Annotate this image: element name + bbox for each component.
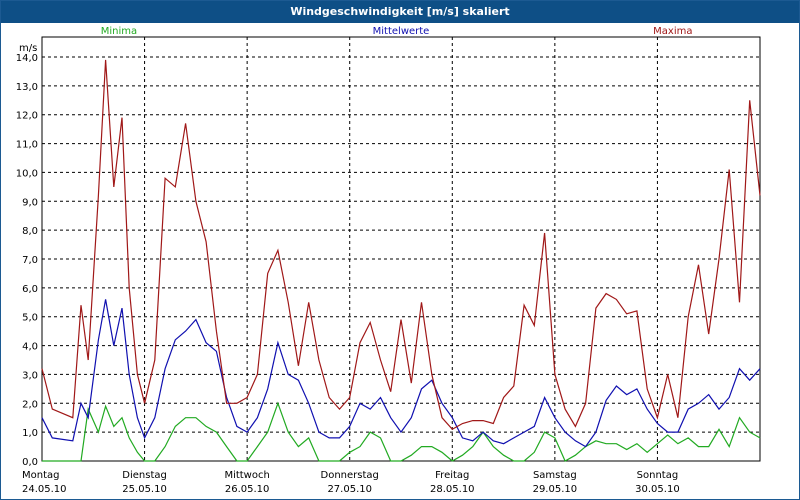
x-tick-date: 25.05.10 [122, 484, 167, 495]
x-tick-date: 28.05.10 [430, 484, 475, 495]
series-line-minima [42, 401, 761, 462]
wind-speed-chart: 0,0 1,0 2,0 3,0 4,0 5,0 6,0 7,0 8,0 9,0 10,0 11,0 12… [16, 26, 761, 495]
x-tick-weekday: Samstag [533, 470, 577, 481]
legend-entry: Minima [101, 26, 137, 37]
y-tick-label: 1,0 [22, 428, 38, 439]
series-lines [41, 59, 761, 462]
y-tick-label: 11,0 [16, 140, 38, 151]
y-tick-label: 4,0 [22, 342, 38, 353]
series-line-mittelwerte [41, 299, 761, 448]
legend-entry: Maxima [653, 26, 692, 37]
legend: Minima Mittelwerte Maxima [101, 26, 693, 37]
y-tick-label: 13,0 [16, 82, 38, 93]
x-tick-weekday: Mittwoch [224, 470, 269, 481]
x-tick-date: 27.05.10 [327, 484, 372, 495]
x-tick-weekday: Freitag [435, 470, 469, 481]
x-tick-date: 24.05.10 [22, 484, 67, 495]
y-axis-ticks: 0,0 1,0 2,0 3,0 4,0 5,0 6,0 7,0 8,0 9,0 10,0 11,0 12… [16, 53, 38, 468]
x-tick-weekday: Sonntag [637, 470, 679, 481]
y-tick-label: 10,0 [16, 168, 38, 179]
x-tick-date: 26.05.10 [225, 484, 270, 495]
x-tick-weekday: Dienstag [122, 470, 167, 481]
x-tick-weekday: Montag [22, 470, 59, 481]
y-tick-label: 8,0 [22, 226, 38, 237]
y-tick-label: 14,0 [16, 53, 38, 64]
y-tick-label: 3,0 [22, 370, 38, 381]
y-tick-label: 6,0 [22, 284, 38, 295]
grid [41, 36, 761, 462]
x-axis-ticks: Montag 24.05.10 Dienstag 25.05.10 Mittwoch 26… [22, 470, 680, 495]
y-tick-label: 12,0 [16, 111, 38, 122]
y-tick-label: 2,0 [22, 399, 38, 410]
plot-area [41, 36, 761, 462]
series-line-maxima [41, 59, 761, 431]
x-tick-date: 30.05.10 [635, 484, 680, 495]
x-tick-date: 29.05.10 [533, 484, 578, 495]
y-tick-label: 9,0 [22, 197, 38, 208]
y-axis-label: m/s [19, 43, 37, 54]
y-tick-label: 7,0 [22, 255, 38, 266]
legend-entry: Mittelwerte [373, 26, 430, 37]
window-title: Windgeschwindigkeit [m/s] skaliert [1, 1, 799, 23]
y-tick-label: 5,0 [22, 313, 38, 324]
y-tick-label: 0,0 [22, 457, 38, 468]
x-tick-weekday: Donnerstag [321, 470, 379, 481]
